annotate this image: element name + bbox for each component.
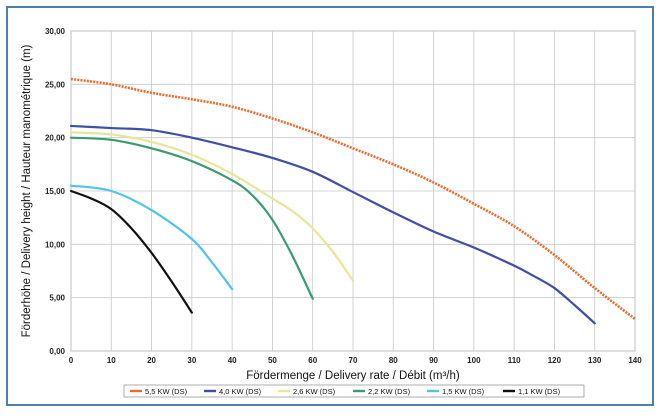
series-line-2 [69,124,596,325]
x-tick-label: 80 [389,356,398,365]
series-line-1 [70,77,636,321]
x-tick-label: 90 [429,356,438,365]
legend: 5,5 KW (DS) 4,0 KW (DS) 2,6 KW (DS) 2,2 KW … [123,384,585,398]
x-tick-label: 110 [508,356,521,365]
x-tick-label: 50 [268,356,277,365]
x-tick-label: 60 [308,356,317,365]
x-axis-ticks: 0 10 20 30 40 50 60 70 80 90 100 110 120 130 140 [69,356,642,365]
series-line-4 [69,136,314,300]
x-tick-label: 140 [628,356,642,365]
y-axis-ticks: 0,00 5,00 10,00 15,00 20,00 25,00 30,00 [45,27,66,356]
y-tick-label: 0,00 [49,347,65,356]
series-line-3 [69,131,355,282]
y-tick-label: 20,00 [45,134,66,143]
x-axis-title: Fördermenge / Delivery rate / Débit (m³/… [246,370,460,382]
legend-item-label: 5,5 KW (DS) [145,387,188,396]
legend-item-label: 1,5 KW (DS) [442,387,485,396]
x-tick-label: 20 [147,356,156,365]
y-tick-label: 15,00 [45,187,66,196]
series-lines [69,77,636,325]
y-tick-label: 30,00 [45,27,66,36]
pump-curve-chart: 0 10 20 30 40 50 60 70 80 90 100 110 120 130 140 0,00 5… [21,27,642,398]
legend-item-label: 1,1 KW (DS) [518,387,561,396]
y-axis-title: Förderhöhe / Delivery height / Hauteur m… [21,44,33,337]
legend-item-label: 4,0 KW (DS) [219,387,262,396]
series-line-5 [69,184,234,291]
x-tick-label: 70 [349,356,358,365]
y-tick-label: 5,00 [49,294,65,303]
legend-item-label: 2,6 KW (DS) [293,387,336,396]
x-tick-label: 120 [548,356,562,365]
y-tick-label: 25,00 [45,80,66,89]
x-tick-label: 130 [588,356,602,365]
x-tick-label: 0 [69,356,74,365]
series-line-6 [69,189,193,314]
x-tick-label: 40 [228,356,237,365]
chart-frame: 0 10 20 30 40 50 60 70 80 90 100 110 120 130 140 0,00 5… [6,6,654,406]
x-tick-label: 30 [187,356,196,365]
legend-item-label: 2,2 KW (DS) [368,387,411,396]
x-tick-label: 10 [107,356,116,365]
y-tick-label: 10,00 [45,240,66,249]
x-tick-label: 100 [467,356,481,365]
